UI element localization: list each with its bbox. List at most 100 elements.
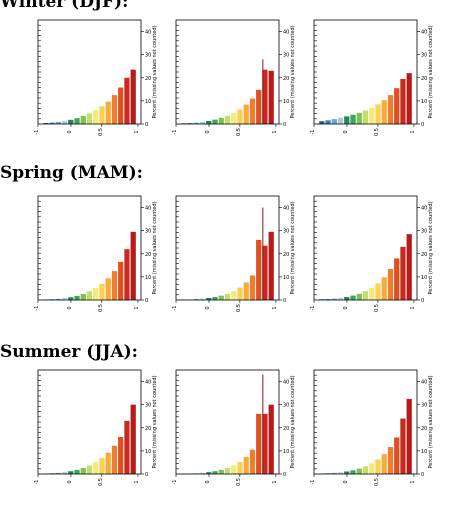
bar xyxy=(68,119,74,124)
y-axis-label: Percent (missing values not counted) xyxy=(152,25,158,118)
bar xyxy=(99,458,105,474)
bar xyxy=(111,95,118,124)
x-tick-label: 1 xyxy=(410,130,416,133)
y-tick-label: 0 xyxy=(145,298,148,304)
bar xyxy=(325,120,331,124)
bar xyxy=(369,287,375,300)
bar xyxy=(118,261,124,300)
y-tick-label: 20 xyxy=(145,76,151,82)
y-tick-label: 20 xyxy=(283,76,289,82)
bar xyxy=(224,115,231,124)
bar xyxy=(61,298,68,300)
y-tick-label: 0 xyxy=(145,122,148,128)
x-tick-label: 0 xyxy=(343,130,349,133)
y-tick-label: 20 xyxy=(421,76,427,82)
y-tick-label: 0 xyxy=(283,122,286,128)
bar xyxy=(80,467,86,474)
bar xyxy=(218,469,224,474)
y-tick-label: 40 xyxy=(145,206,151,212)
bar xyxy=(231,112,237,124)
bar xyxy=(124,249,130,300)
y-tick-label: 30 xyxy=(145,403,151,409)
bar xyxy=(68,297,74,300)
bar xyxy=(249,98,256,124)
bar xyxy=(231,465,237,474)
x-tick-label: -1 xyxy=(310,480,316,485)
bar xyxy=(268,404,274,474)
y-axis-label: Percent (missing values not counted) xyxy=(152,375,158,468)
y-tick-label: 10 xyxy=(421,449,427,455)
bar xyxy=(231,291,237,300)
x-tick-label: -1 xyxy=(310,130,316,135)
bar xyxy=(105,101,111,124)
bar xyxy=(206,297,212,300)
bar xyxy=(400,246,406,300)
bar xyxy=(86,113,93,124)
x-tick-label: 0.5 xyxy=(374,304,380,312)
x-tick-label: 0 xyxy=(205,306,211,309)
x-tick-label: 0 xyxy=(343,306,349,309)
bar xyxy=(243,104,249,124)
y-tick-label: 40 xyxy=(145,30,151,36)
y-axis-label: Percent (missing values not counted) xyxy=(428,375,434,468)
y-tick-label: 20 xyxy=(145,252,151,258)
bar xyxy=(362,291,369,300)
x-tick-label: 0.5 xyxy=(374,478,380,486)
bar xyxy=(387,95,394,124)
bar xyxy=(243,456,249,474)
y-tick-label: 30 xyxy=(145,229,151,235)
y-tick-label: 30 xyxy=(421,53,427,59)
x-tick-label: 1 xyxy=(272,130,278,133)
bar xyxy=(130,404,136,474)
bar xyxy=(387,446,394,474)
bar xyxy=(249,449,256,474)
y-axis-label: Percent (missing values not counted) xyxy=(290,201,296,294)
bar xyxy=(362,466,369,474)
y-tick-label: 20 xyxy=(421,252,427,258)
x-tick-label: -1 xyxy=(172,306,178,311)
y-tick-label: 40 xyxy=(421,30,427,36)
bar xyxy=(55,121,61,124)
bar xyxy=(400,78,406,124)
bar xyxy=(43,123,49,124)
bar xyxy=(212,296,218,300)
bar xyxy=(369,463,375,474)
y-axis-label: Percent (missing values not counted) xyxy=(428,25,434,118)
bar xyxy=(80,115,86,124)
bar xyxy=(111,271,118,300)
y-tick-label: 30 xyxy=(283,53,289,59)
y-axis-label: Percent (missing values not counted) xyxy=(428,201,434,294)
x-tick-label: 1 xyxy=(272,480,278,483)
bar xyxy=(187,123,193,124)
y-tick-label: 10 xyxy=(283,99,289,105)
bar xyxy=(337,117,344,124)
bar xyxy=(268,70,274,124)
bar xyxy=(105,452,111,474)
bar xyxy=(199,121,206,124)
x-tick-label: 1 xyxy=(272,306,278,309)
bar xyxy=(356,468,362,474)
summer-title: Summer (JJA): xyxy=(0,342,138,362)
bar xyxy=(130,69,136,124)
y-tick-label: 30 xyxy=(283,403,289,409)
bar xyxy=(243,282,249,300)
bar xyxy=(218,117,224,124)
x-tick-label: -1 xyxy=(34,306,40,311)
bar xyxy=(80,293,86,300)
x-tick-label: 0 xyxy=(205,130,211,133)
bar xyxy=(105,278,111,300)
bar xyxy=(337,472,344,474)
bar xyxy=(237,109,243,124)
bar xyxy=(394,88,400,124)
bar xyxy=(206,472,212,474)
bar xyxy=(344,471,350,474)
bar xyxy=(262,245,268,300)
x-tick-label: 1 xyxy=(410,480,416,483)
x-tick-label: 0.5 xyxy=(374,128,380,136)
bar xyxy=(387,269,394,300)
